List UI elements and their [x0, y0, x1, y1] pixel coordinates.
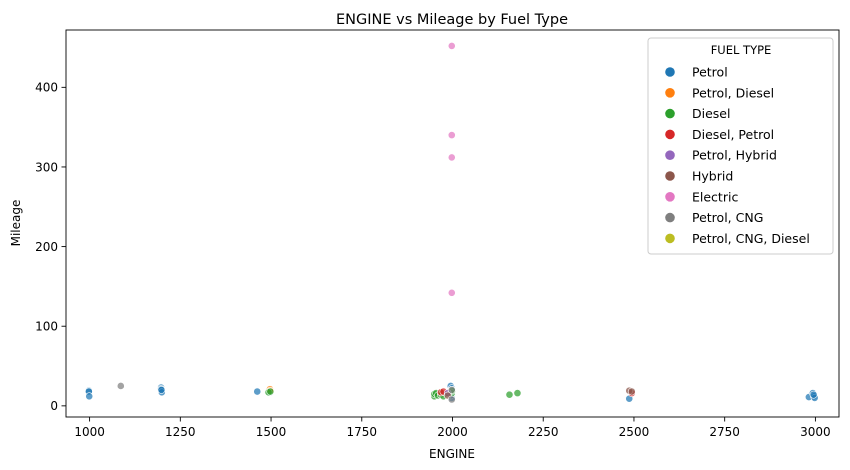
chart-title: ENGINE vs Mileage by Fuel Type	[336, 12, 568, 28]
legend-label: Petrol, Diesel	[692, 85, 774, 100]
data-point	[266, 387, 275, 396]
x-axis: 1000 1250 1500 1750 2000 2250 2500 2750 3000	[74, 417, 831, 439]
y-tick-label: 300	[35, 160, 58, 174]
legend: FUEL TYPE Petrol Petrol, Diesel Diesel Dies…	[647, 37, 834, 255]
legend-label: Electric	[692, 189, 738, 204]
data-point	[447, 395, 456, 404]
legend-marker	[665, 192, 675, 202]
y-axis-title: Mileage	[9, 200, 23, 247]
data-point	[157, 386, 166, 394]
data-point	[447, 131, 456, 140]
data-point	[447, 288, 456, 297]
legend-label: Petrol, CNG, Diesel	[692, 231, 810, 246]
x-tick-label: 2500	[619, 425, 650, 439]
y-tick-label: 100	[35, 320, 58, 334]
y-tick-label: 0	[50, 399, 58, 413]
legend-label: Petrol	[692, 65, 728, 80]
legend-label: Petrol, CNG	[692, 210, 763, 225]
legend-marker	[665, 67, 675, 77]
x-axis-title: ENGINE	[429, 447, 475, 461]
y-axis: 0 100 200 300 400	[35, 81, 66, 413]
x-tick-label: 1000	[74, 425, 105, 439]
legend-label: Hybrid	[692, 169, 733, 184]
x-tick-label: 2000	[437, 425, 468, 439]
data-points	[84, 42, 819, 404]
legend-marker	[665, 233, 675, 244]
data-point	[447, 42, 456, 50]
x-tick-label: 1500	[256, 425, 287, 439]
legend-label: Diesel, Petrol	[692, 127, 774, 142]
legend-items: Petrol Petrol, Diesel Diesel Diesel, Petrol…	[665, 65, 810, 246]
legend-marker	[665, 171, 675, 181]
data-point	[116, 382, 125, 390]
legend-marker	[665, 212, 675, 223]
y-tick-label: 400	[35, 81, 58, 95]
x-tick-label: 1250	[165, 425, 196, 439]
data-point	[809, 390, 818, 399]
data-point	[447, 153, 456, 162]
y-tick-label: 200	[35, 240, 58, 254]
x-tick-label: 1750	[346, 425, 377, 439]
x-tick-label: 3000	[800, 425, 831, 439]
legend-marker	[665, 108, 675, 119]
legend-label: Diesel	[692, 106, 730, 121]
legend-title: FUEL TYPE	[711, 43, 772, 57]
data-point	[85, 392, 94, 401]
legend-marker	[665, 88, 675, 98]
legend-marker	[665, 150, 675, 160]
data-point	[253, 387, 262, 396]
data-point	[505, 390, 514, 399]
data-point	[627, 387, 636, 396]
legend-label: Petrol, Hybrid	[692, 148, 777, 163]
data-point	[513, 389, 522, 398]
x-tick-label: 2250	[528, 425, 559, 439]
legend-box	[647, 37, 834, 255]
legend-marker	[665, 129, 675, 140]
x-tick-label: 2750	[709, 425, 740, 439]
data-point	[447, 386, 456, 394]
